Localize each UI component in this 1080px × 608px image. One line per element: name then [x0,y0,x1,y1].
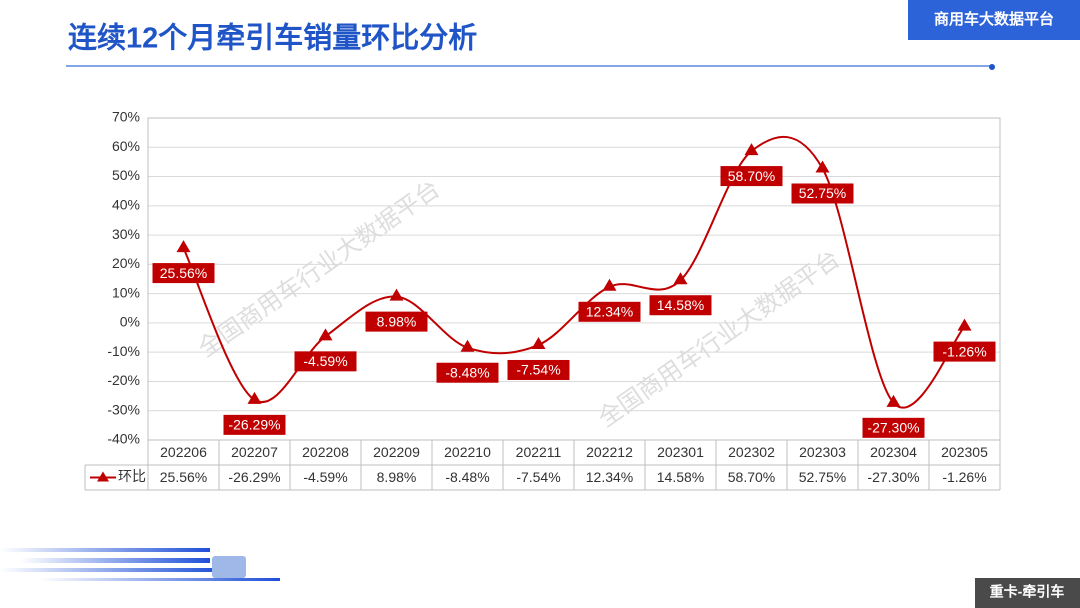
table-value: 58.70% [728,469,775,485]
data-label: -26.29% [228,417,280,433]
x-tick-label: 202208 [302,444,349,460]
data-label: 12.34% [586,303,633,319]
data-label-box [507,359,570,380]
x-tick-label: 202301 [657,444,704,460]
badge [908,0,1080,40]
watermark: 全国商用车行业大数据平台 [194,175,445,362]
x-tick-label: 202206 [160,444,207,460]
data-label-box [720,166,783,187]
data-label-box [365,311,428,332]
y-tick-label: 60% [112,138,140,154]
point-marker [460,339,475,352]
table-value: 14.58% [657,469,704,485]
x-tick-label: 202209 [373,444,420,460]
x-tick-label: 202212 [586,444,633,460]
point-marker [602,278,617,291]
data-label-box [578,301,641,322]
table-value: 12.34% [586,469,633,485]
data-label: -4.59% [303,353,347,369]
point-marker [957,318,972,331]
data-label-box [791,183,854,204]
data-label-box [649,295,712,316]
x-tick-label: 202304 [870,444,917,460]
footer-text: 重卡-牵引车 [990,584,1065,600]
data-label: 52.75% [799,185,846,201]
point-marker [389,288,404,301]
point-marker [247,391,262,404]
table-value: 8.98% [377,469,417,485]
point-marker [886,394,901,407]
badge-text: 商用车大数据平台 [934,10,1054,28]
table-value: -26.29% [228,469,280,485]
y-tick-label: -30% [107,401,140,417]
table-value: -7.54% [516,469,560,485]
data-label-box [933,341,996,362]
legend-marker [97,471,109,482]
data-label: -8.48% [445,364,489,380]
table-value: -27.30% [867,469,919,485]
table-value: -4.59% [303,469,347,485]
point-marker [176,240,191,253]
data-label: -7.54% [516,362,560,378]
data-label-box [294,351,357,372]
point-marker [531,336,546,349]
x-tick-label: 202211 [516,444,562,460]
point-marker [744,143,759,156]
data-label-box [436,362,499,383]
data-label: 25.56% [160,265,207,281]
data-label-box [152,263,215,284]
table-value: 52.75% [799,469,846,485]
y-tick-label: -40% [107,431,140,447]
x-tick-label: 202305 [941,444,988,460]
decoration [0,548,280,581]
y-tick-label: 20% [112,255,140,271]
y-tick-label: 0% [120,314,140,330]
data-label: 14.58% [657,297,704,313]
data-label: 58.70% [728,168,775,184]
data-label: -27.30% [867,420,919,436]
data-label: -1.26% [942,343,986,359]
x-tick-label: 202207 [231,444,278,460]
rule-dot [989,64,995,70]
y-tick-label: 10% [112,284,140,300]
data-label: 8.98% [377,313,417,329]
data-label-box [223,414,286,435]
x-tick-label: 202302 [728,444,775,460]
y-tick-label: -10% [107,343,140,359]
y-tick-label: 70% [112,109,140,125]
x-tick-label: 202210 [444,444,491,460]
y-tick-label: 30% [112,226,140,242]
y-tick-label: 50% [112,167,140,183]
legend-label: 环比 [118,468,146,484]
point-marker [815,160,830,173]
watermark: 全国商用车行业大数据平台 [594,245,845,432]
slide-title: 连续12个月牵引车销量环比分析 [68,21,477,55]
plot-border [147,117,1001,441]
footer-box [975,578,1080,608]
table-value: 25.56% [160,469,207,485]
x-tick-label: 202303 [799,444,846,460]
point-marker [318,328,333,341]
y-tick-label: -20% [107,372,140,388]
point-marker [673,272,688,285]
table-value: -1.26% [942,469,986,485]
data-label-box [862,417,925,438]
table-value: -8.48% [445,469,489,485]
y-tick-label: 40% [112,197,140,213]
